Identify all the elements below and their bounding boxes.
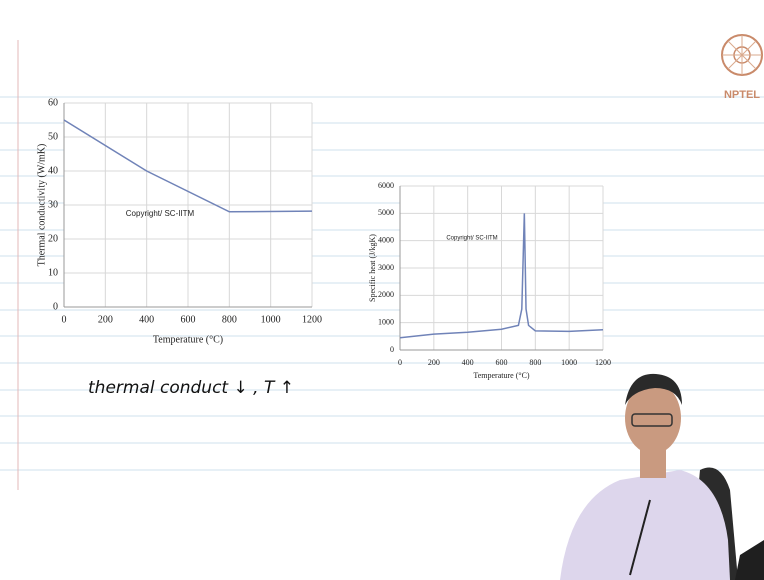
y-tick-label: 1000 <box>378 317 394 326</box>
y-tick-label: 30 <box>48 199 58 210</box>
y-axis-label: Specific heat (J/kgK) <box>368 234 377 302</box>
x-tick-label: 1200 <box>302 314 322 325</box>
y-tick-label: 60 <box>48 97 58 108</box>
x-tick-label: 1000 <box>261 314 281 325</box>
y-tick-label: 5000 <box>378 208 394 217</box>
y-tick-label: 2000 <box>378 290 394 299</box>
x-tick-label: 1200 <box>595 358 611 367</box>
x-tick-label: 800 <box>222 314 237 325</box>
x-tick-label: 800 <box>529 358 541 367</box>
x-tick-label: 0 <box>398 358 402 367</box>
x-axis-label: Temperature (°C) <box>153 334 223 345</box>
x-tick-label: 200 <box>428 358 440 367</box>
x-tick-label: 200 <box>98 314 113 325</box>
x-tick-label: 400 <box>139 314 154 325</box>
y-tick-label: 50 <box>48 131 58 142</box>
copyright-annotation: Copyright/ SC-IITM <box>126 209 195 218</box>
y-tick-label: 20 <box>48 233 58 244</box>
y-tick-label: 10 <box>48 267 58 278</box>
y-tick-label: 6000 <box>378 181 394 190</box>
y-tick-label: 4000 <box>378 235 394 244</box>
y-tick-label: 0 <box>390 345 394 354</box>
x-tick-label: 1000 <box>561 358 577 367</box>
x-tick-label: 600 <box>181 314 196 325</box>
x-tick-label: 400 <box>462 358 474 367</box>
x-tick-label: 600 <box>496 358 508 367</box>
y-tick-label: 3000 <box>378 263 394 272</box>
x-axis-label: Temperature (°C) <box>473 371 530 380</box>
x-tick-label: 0 <box>62 314 67 325</box>
y-tick-label: 0 <box>53 301 58 312</box>
logo-text: NPTEL <box>724 89 760 101</box>
lecture-frame: NPTEL thermal conduct ↓ , T ↑ 0 10 20 30 40 5… <box>0 0 764 580</box>
copyright-annotation: Copyright/ SC-IITM <box>446 236 497 242</box>
handwritten-note: thermal conduct ↓ , T ↑ <box>88 378 294 398</box>
y-axis-label: Thermal conductivity (W/mK) <box>36 144 47 267</box>
y-tick-label: 40 <box>48 165 58 176</box>
